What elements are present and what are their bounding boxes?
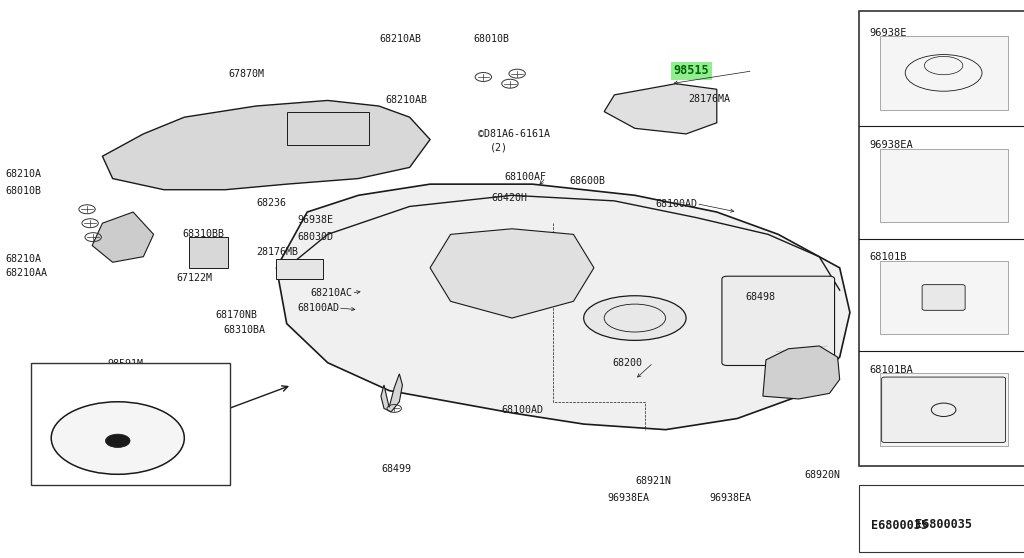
Polygon shape [763,346,840,399]
Text: 68310BB: 68310BB [182,229,224,239]
Text: 68170NB: 68170NB [215,310,257,320]
FancyBboxPatch shape [722,276,835,365]
Text: 68010B: 68010B [5,186,41,196]
Polygon shape [430,229,594,318]
FancyBboxPatch shape [880,373,1008,446]
Text: 68200: 68200 [612,358,642,368]
FancyBboxPatch shape [287,112,369,145]
FancyBboxPatch shape [276,259,323,279]
Text: 28176MA: 28176MA [688,94,730,104]
FancyBboxPatch shape [859,485,1024,552]
Text: 68420H: 68420H [492,193,527,203]
Text: 68210AC: 68210AC [310,288,352,298]
FancyBboxPatch shape [880,261,1008,334]
Ellipse shape [584,296,686,340]
FancyBboxPatch shape [880,148,1008,222]
Text: 68100AD: 68100AD [297,303,339,313]
Text: 68030D: 68030D [297,232,333,242]
Circle shape [51,402,184,474]
Text: 68310BA: 68310BA [223,325,265,335]
Text: 68210AA: 68210AA [5,268,47,278]
Text: 67870M: 67870M [228,69,264,79]
Text: 68210A: 68210A [5,254,41,264]
Text: 68499: 68499 [381,464,411,474]
Text: 96938EA: 96938EA [607,493,649,503]
Text: 68210AB: 68210AB [379,34,421,44]
Text: (2): (2) [489,143,508,153]
Text: 68498: 68498 [745,292,775,302]
FancyBboxPatch shape [922,285,965,310]
Text: 68101B: 68101B [869,252,907,262]
Text: 96938E: 96938E [297,215,333,225]
Text: ©D81A6-6161A: ©D81A6-6161A [478,129,550,139]
Text: 68101BA: 68101BA [869,365,913,375]
Text: 68921N: 68921N [635,476,671,486]
Text: 68100AF: 68100AF [505,172,547,182]
FancyBboxPatch shape [880,36,1008,109]
Text: 68236: 68236 [256,198,286,208]
Text: 68010B: 68010B [473,34,509,44]
Text: 98591M: 98591M [108,359,143,369]
Text: 68920N: 68920N [805,470,841,480]
Text: AIRBAG: AIRBAG [103,420,132,429]
Text: 28176MB: 28176MB [256,247,298,257]
Text: 68210AB: 68210AB [385,95,427,105]
Polygon shape [102,100,430,190]
Text: 96938EA: 96938EA [710,493,752,503]
Polygon shape [381,374,402,412]
Text: 68100AD: 68100AD [502,405,544,415]
FancyBboxPatch shape [189,237,228,268]
Text: 98515: 98515 [674,64,710,78]
Polygon shape [604,84,717,134]
Text: 68600B: 68600B [569,176,605,186]
Text: E6800035: E6800035 [915,518,972,531]
FancyBboxPatch shape [31,363,230,485]
Text: 96938EA: 96938EA [869,140,913,150]
Circle shape [105,434,130,448]
Text: E6800035: E6800035 [870,519,928,532]
FancyBboxPatch shape [859,11,1024,466]
Polygon shape [92,212,154,262]
Text: 68100AD: 68100AD [655,199,697,209]
Polygon shape [276,184,850,430]
FancyBboxPatch shape [882,377,1006,442]
Text: 67122M: 67122M [176,273,212,283]
Text: 96938E: 96938E [869,28,907,38]
Text: 68210A: 68210A [5,169,41,179]
